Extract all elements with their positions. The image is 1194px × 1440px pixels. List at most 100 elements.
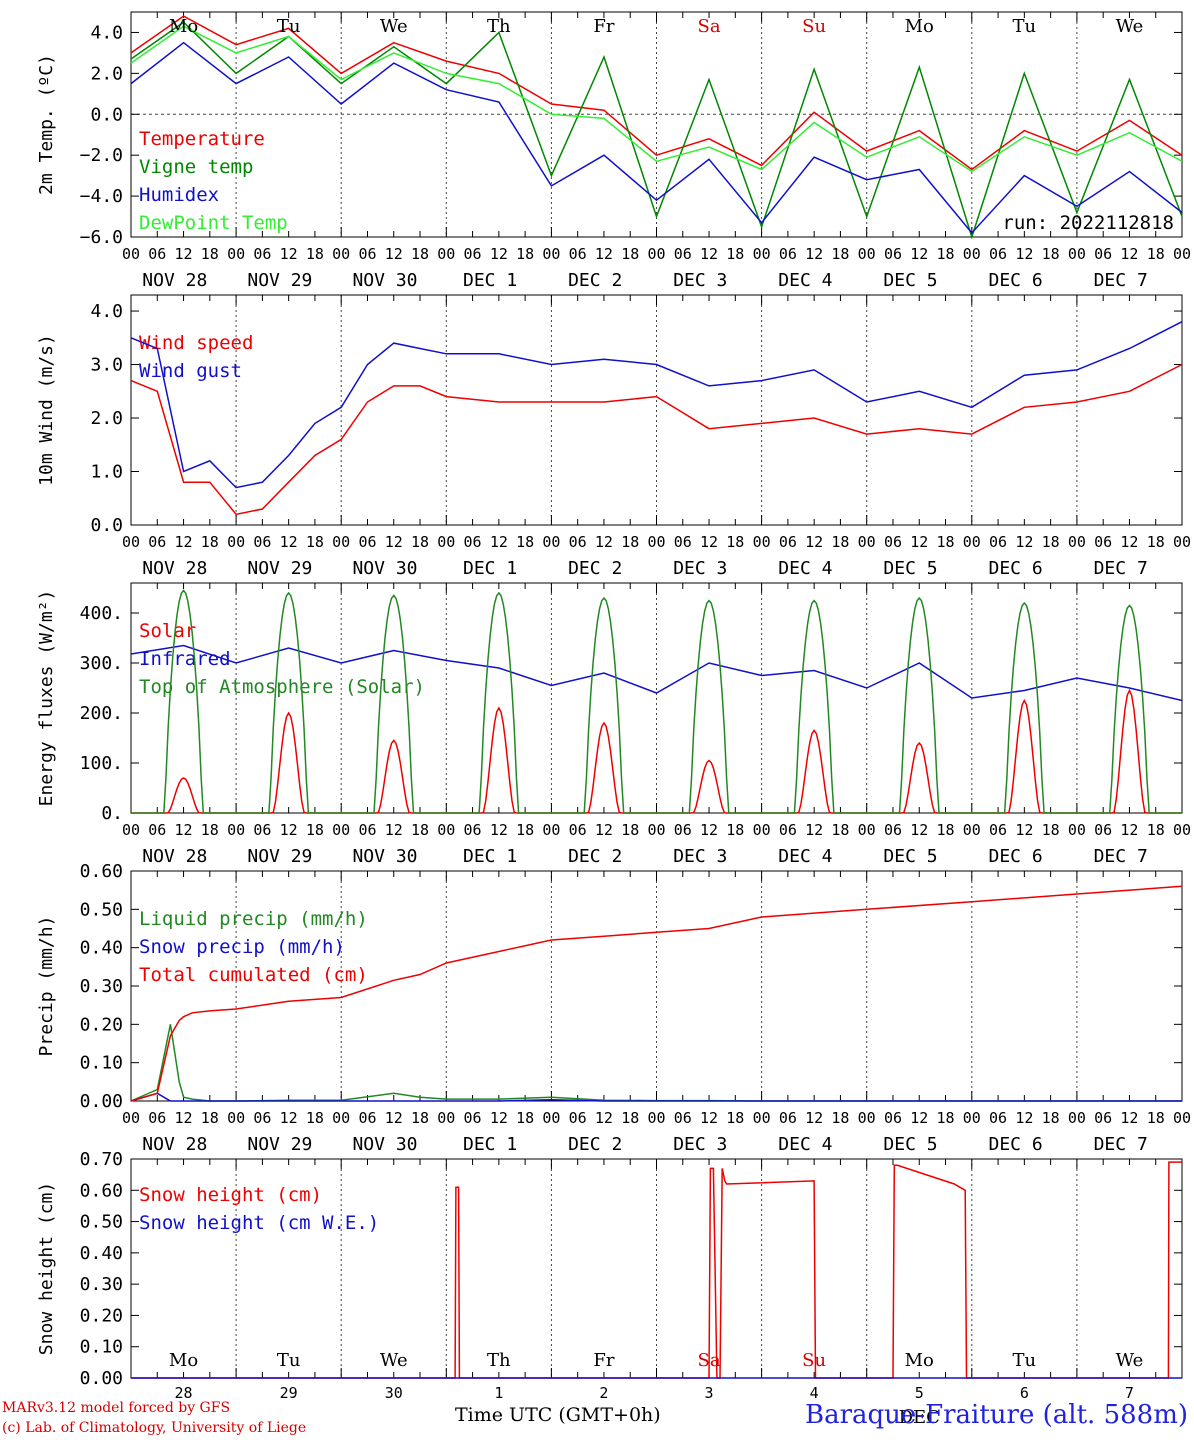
panel-4-ytick-label: 0.50 bbox=[80, 899, 123, 920]
panel-4-hour-label: 06 bbox=[148, 1109, 166, 1127]
panel-2-hour-label: 18 bbox=[621, 533, 639, 551]
panel-3-hour-label: 12 bbox=[490, 821, 508, 839]
panel-1-hour-label: 12 bbox=[1120, 245, 1138, 263]
snow-weekday-label: We bbox=[1116, 1350, 1144, 1371]
panel-4-hour-label: 12 bbox=[700, 1109, 718, 1127]
panel-2-date-label: NOV 29 bbox=[247, 558, 312, 579]
snow-weekday-label: Su bbox=[802, 1350, 826, 1371]
panel-1-series-dewpoint-temp bbox=[130, 25, 1183, 173]
panel-1-series-humidex bbox=[130, 41, 1183, 235]
panel-2-hour-label: 00 bbox=[858, 533, 876, 551]
panel-3-hour-label: 06 bbox=[148, 821, 166, 839]
snow-weekday-label: Sa bbox=[698, 1350, 721, 1371]
panel-2-hour-label: 18 bbox=[201, 533, 219, 551]
panel-4-ytick-label: 0.30 bbox=[80, 976, 123, 997]
snow-weekday-label: We bbox=[380, 1350, 408, 1371]
panel-3-series-infrared bbox=[130, 644, 1183, 702]
panel-2-hour-label: 06 bbox=[148, 533, 166, 551]
panel-1-date-label: DEC 7 bbox=[1094, 270, 1148, 291]
panel-2-hour-label: 12 bbox=[1015, 533, 1033, 551]
panel-1-hour-label: 18 bbox=[411, 245, 429, 263]
panel-2-hour-label: 12 bbox=[700, 533, 718, 551]
panel-2-date-label: NOV 30 bbox=[352, 558, 417, 579]
panel-3-hour-label: 06 bbox=[1094, 821, 1112, 839]
panel-2-ytick-label: 2.0 bbox=[90, 408, 123, 429]
panel-4-hour-label: 00 bbox=[227, 1109, 245, 1127]
panel-1-ytick-label: 2.0 bbox=[90, 63, 123, 84]
panel-1-hour-label: 06 bbox=[1094, 245, 1112, 263]
credit-lab: (c) Lab. of Climatology, University of L… bbox=[2, 1420, 307, 1436]
panel-5-ylabel: Snow height (cm) bbox=[36, 1182, 57, 1355]
panel-4-date-label: DEC 7 bbox=[1094, 1134, 1148, 1155]
panel-1-date-label: NOV 30 bbox=[352, 270, 417, 291]
panel-2-hour-label: 06 bbox=[884, 533, 902, 551]
weekday-label: Fr bbox=[593, 16, 614, 37]
panel-1-hour-label: 00 bbox=[647, 245, 665, 263]
panel-4-hour-label: 06 bbox=[674, 1109, 692, 1127]
panel-1-date-label: DEC 1 bbox=[463, 270, 517, 291]
panel-1-date-label: DEC 4 bbox=[778, 270, 832, 291]
panel-1-ytick-label: −6.0 bbox=[80, 227, 123, 248]
panel-3-hour-label: 18 bbox=[411, 821, 429, 839]
panel-3-ylabel: Energy fluxes (W/m²) bbox=[36, 590, 57, 807]
panel-2-hour-label: 06 bbox=[779, 533, 797, 551]
panel-3-hour-label: 00 bbox=[647, 821, 665, 839]
panel-2-hour-label: 06 bbox=[674, 533, 692, 551]
panel-1-hour-label: 18 bbox=[831, 245, 849, 263]
panel-3-hour-label: 06 bbox=[569, 821, 587, 839]
weekday-label: Th bbox=[487, 16, 511, 37]
panel-4-date-label: DEC 4 bbox=[778, 1134, 832, 1155]
panel-4-hour-label: 18 bbox=[621, 1109, 639, 1127]
panel-3-hour-label: 00 bbox=[437, 821, 455, 839]
panel-4-hour-label: 06 bbox=[989, 1109, 1007, 1127]
panel-4-legend-total-cumulated-cm: Total cumulated (cm) bbox=[139, 964, 368, 986]
weekday-label: Mo bbox=[169, 16, 198, 37]
panel-1-hour-label: 00 bbox=[1068, 245, 1086, 263]
panel-3-hour-label: 00 bbox=[1173, 821, 1191, 839]
panel-3-date-label: NOV 29 bbox=[247, 846, 312, 867]
panel-2-hour-label: 12 bbox=[595, 533, 613, 551]
panel-1-hour-label: 00 bbox=[858, 245, 876, 263]
panel-1-date-label: DEC 5 bbox=[883, 270, 937, 291]
panel-3-date-label: DEC 2 bbox=[568, 846, 622, 867]
panel-2-date-label: DEC 1 bbox=[463, 558, 517, 579]
snow-weekday-label: Mo bbox=[905, 1350, 934, 1371]
panel-1-hour-label: 18 bbox=[1147, 245, 1165, 263]
snow-weekday-label: Th bbox=[487, 1350, 511, 1371]
panel-4-legend-liquid-precip-mm-h: Liquid precip (mm/h) bbox=[139, 908, 368, 930]
panel-2-hour-label: 18 bbox=[936, 533, 954, 551]
panel-3-hour-label: 12 bbox=[700, 821, 718, 839]
panel-1-hour-label: 18 bbox=[516, 245, 534, 263]
panel-1-hour-label: 18 bbox=[621, 245, 639, 263]
snow-day-number: 4 bbox=[810, 1384, 819, 1402]
weekday-label: We bbox=[1116, 16, 1144, 37]
panel-2-legend-wind-gust: Wind gust bbox=[139, 360, 242, 382]
panel-4-hour-label: 12 bbox=[1120, 1109, 1138, 1127]
panel-3-series-top-of-atmosphere-solar bbox=[131, 589, 1182, 814]
panel-3-ytick-label: 200. bbox=[80, 703, 123, 724]
panel-1-hour-label: 18 bbox=[1042, 245, 1060, 263]
panel-3-hour-label: 12 bbox=[1120, 821, 1138, 839]
panel-1-hour-label: 06 bbox=[779, 245, 797, 263]
panel-3-hour-label: 00 bbox=[1068, 821, 1086, 839]
panel-4-date-label: NOV 28 bbox=[142, 1134, 207, 1155]
panel-3-hour-label: 06 bbox=[674, 821, 692, 839]
panel-4-ylabel: Precip (mm/h) bbox=[36, 916, 57, 1057]
panel-3-hour-label: 18 bbox=[936, 821, 954, 839]
panel-4-date-label: NOV 30 bbox=[352, 1134, 417, 1155]
panel-2-hour-label: 18 bbox=[726, 533, 744, 551]
panel-2-hour-label: 00 bbox=[1173, 533, 1191, 551]
panel-5-ytick-label: 0.30 bbox=[80, 1274, 123, 1295]
run-label: run: 2022112818 bbox=[1002, 212, 1174, 234]
panel-3-date-label: DEC 6 bbox=[988, 846, 1042, 867]
panel-1-date-label: DEC 6 bbox=[988, 270, 1042, 291]
panel-4-hour-label: 18 bbox=[516, 1109, 534, 1127]
panel-2-hour-label: 00 bbox=[437, 533, 455, 551]
panel-2-date-label: DEC 7 bbox=[1094, 558, 1148, 579]
panel-4-ytick-label: 0.10 bbox=[80, 1053, 123, 1074]
panel-4-date-label: DEC 6 bbox=[988, 1134, 1042, 1155]
panel-1-legend-humidex: Humidex bbox=[139, 184, 219, 206]
weekday-label: Mo bbox=[905, 16, 934, 37]
panel-4-hour-label: 00 bbox=[1068, 1109, 1086, 1127]
snow-weekday-label: Tu bbox=[1013, 1350, 1037, 1371]
